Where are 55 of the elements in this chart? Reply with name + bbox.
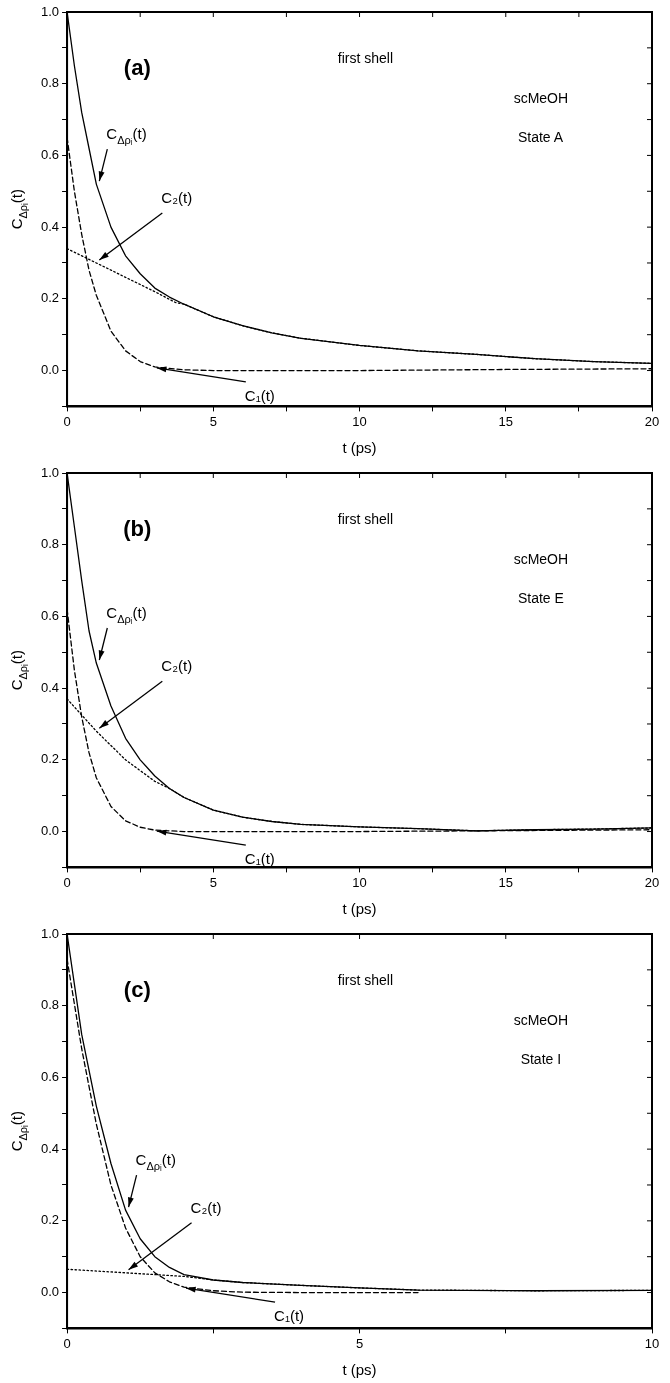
y-tick-label: 1.0 bbox=[40, 464, 60, 480]
x-tick-label: 0 bbox=[63, 1335, 71, 1351]
y-tick-label: 0.0 bbox=[40, 1284, 60, 1300]
x-axis-title: t (ps) bbox=[342, 439, 377, 456]
annotation: State I bbox=[520, 1051, 562, 1068]
y-tick-label: 0.4 bbox=[40, 218, 60, 234]
x-tick-label: 15 bbox=[498, 413, 513, 429]
y-tick-label: 0.2 bbox=[40, 1212, 60, 1228]
y-tick-label: 0.6 bbox=[40, 608, 60, 623]
x-tick-label: 5 bbox=[209, 413, 217, 429]
y-tick-label: 1.0 bbox=[40, 925, 60, 941]
y-tick-label: 0.6 bbox=[40, 147, 60, 162]
x-tick-label: 0 bbox=[63, 413, 71, 429]
x-axis-title: t (ps) bbox=[342, 1361, 377, 1378]
annotation: scMeOH bbox=[513, 1011, 569, 1028]
y-axis-title: CΔρᵢ(t) bbox=[8, 1111, 29, 1152]
y-tick-label: 0.8 bbox=[40, 997, 60, 1013]
y-tick-label: 0.6 bbox=[40, 1069, 60, 1084]
x-tick-label: 5 bbox=[209, 874, 217, 890]
y-tick-label: 0.4 bbox=[40, 1140, 60, 1156]
annotation: State A bbox=[517, 129, 564, 146]
text: C₂(t) bbox=[161, 657, 193, 675]
x-tick-label: 15 bbox=[498, 874, 513, 890]
y-axis-title: CΔρᵢ(t) bbox=[8, 650, 29, 691]
y-tick-label: 0.2 bbox=[40, 751, 60, 767]
x-tick-label: 10 bbox=[352, 874, 367, 890]
x-tick-label: 10 bbox=[644, 1335, 660, 1351]
x-tick-label: 10 bbox=[352, 413, 367, 429]
annotation: scMeOH bbox=[513, 550, 569, 567]
y-axis-title: CΔρᵢ(t) bbox=[8, 189, 29, 230]
annotation: first shell bbox=[337, 511, 393, 528]
x-tick-label: 20 bbox=[644, 874, 660, 890]
y-tick-label: 0.8 bbox=[40, 536, 60, 552]
annotation: (b) bbox=[123, 516, 152, 542]
series-label: C₁(t) bbox=[274, 1307, 305, 1325]
text: C₂(t) bbox=[161, 188, 193, 206]
annotation: scMeOH bbox=[513, 89, 569, 106]
y-tick-label: 0.4 bbox=[40, 679, 60, 695]
annotation: State E bbox=[517, 590, 564, 607]
x-tick-label: 0 bbox=[63, 874, 71, 890]
series-label: C₁(t) bbox=[244, 850, 275, 868]
annotation: first shell bbox=[337, 50, 393, 67]
x-axis-title: t (ps) bbox=[342, 900, 377, 917]
y-tick-label: 0.8 bbox=[40, 75, 60, 91]
y-tick-label: 0.0 bbox=[40, 823, 60, 839]
text: C₂(t) bbox=[190, 1198, 222, 1216]
x-tick-label: 20 bbox=[644, 413, 660, 429]
annotation: (c) bbox=[123, 977, 151, 1003]
annotation: first shell bbox=[337, 972, 393, 989]
annotation: (a) bbox=[123, 55, 151, 81]
y-tick-label: 0.0 bbox=[40, 362, 60, 378]
y-tick-label: 0.2 bbox=[40, 290, 60, 306]
x-tick-label: 5 bbox=[355, 1335, 364, 1351]
series-label: C₁(t) bbox=[244, 386, 275, 404]
y-tick-label: 1.0 bbox=[40, 3, 60, 19]
